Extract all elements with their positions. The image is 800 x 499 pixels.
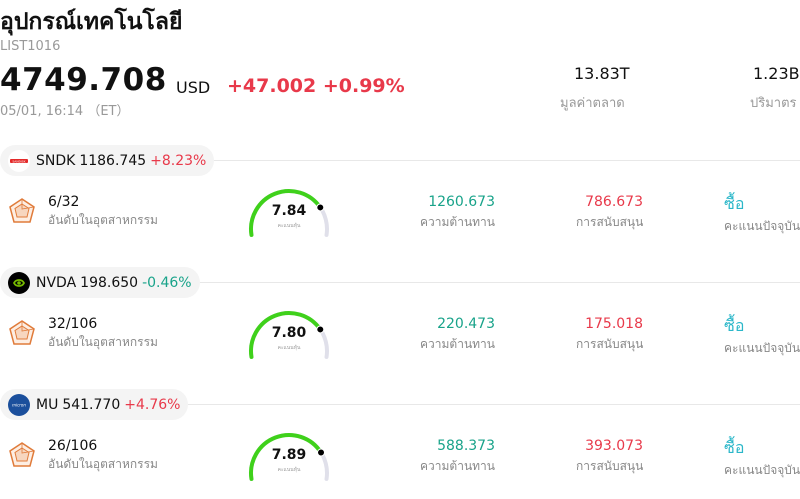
support-label: การสนับสนุน — [576, 459, 644, 473]
gauge-indicator — [316, 325, 325, 334]
market-cap-label: มูลค่าตลาด — [560, 96, 625, 111]
stock-change: +4.76% — [124, 396, 181, 413]
score-sublabel: คะแนนหุ้น — [277, 345, 301, 351]
currency-label: USD — [176, 78, 211, 97]
stock-ticker: SNDK — [36, 152, 76, 169]
nvidia-logo-icon — [8, 271, 30, 294]
svg-text:micron: micron — [12, 402, 26, 407]
score-sublabel: คะแนนหุ้น — [277, 467, 301, 473]
support-value: 393.073 — [585, 438, 643, 454]
rank-pentagon-icon — [9, 442, 35, 467]
support-label: การสนับสนุน — [576, 337, 644, 351]
resistance-value: 588.373 — [437, 438, 495, 454]
rank-label: อันดับในอุตสาหกรรม — [48, 457, 158, 471]
index-price: 4749.708 — [0, 62, 167, 98]
stock-ticker: MU — [36, 396, 59, 413]
stock-change: +8.23% — [150, 152, 207, 169]
divider — [0, 282, 800, 283]
rating-value[interactable]: ซื้อ — [724, 194, 745, 213]
rating-value[interactable]: ซื้อ — [724, 316, 745, 335]
score-gauge — [249, 188, 329, 237]
rating-value[interactable]: ซื้อ — [724, 438, 745, 457]
page-title: อุปกรณ์เทคโนโลยี — [0, 9, 183, 35]
stock-pill[interactable]: NVDA 198.650 -0.46% — [0, 267, 200, 298]
stock-change: -0.46% — [142, 274, 192, 291]
score-value: 7.89 — [271, 447, 307, 463]
stock-block[interactable]: micron MU 541.770 +4.76% 26/106 อันดับใน… — [0, 389, 800, 499]
resistance-label: ความต้านทาน — [420, 459, 495, 473]
rank-pentagon-icon — [9, 320, 35, 345]
score-sublabel: คะแนนหุ้น — [277, 223, 301, 229]
sandisk-logo-icon: SANDISK — [8, 149, 30, 172]
stock-pill[interactable]: micron MU 541.770 +4.76% — [0, 389, 189, 420]
rank-value: 6/32 — [48, 194, 80, 210]
rank-value: 32/106 — [48, 316, 98, 332]
rating-label: คะแนนปัจจุบัน — [724, 341, 800, 355]
market-cap-value: 13.83T — [574, 64, 630, 83]
gauge-fill — [249, 433, 324, 481]
divider — [0, 404, 800, 405]
gauge-fill — [249, 311, 323, 359]
score-gauge — [249, 432, 329, 481]
volume-value: 1.23B — [753, 64, 800, 83]
stock-ticker: NVDA — [36, 274, 77, 291]
score-value: 7.84 — [271, 203, 307, 219]
gauge-indicator — [316, 203, 325, 212]
stock-price: 1186.745 — [79, 152, 147, 169]
resistance-label: ความต้านทาน — [420, 337, 495, 351]
list-code: LIST1016 — [0, 39, 61, 54]
stock-block[interactable]: SANDISK SNDK 1186.745 +8.23% 6/32 อันดับ… — [0, 145, 800, 267]
gauge-indicator — [317, 448, 326, 457]
stock-block[interactable]: NVDA 198.650 -0.46% 32/106 อันดับในอุตสา… — [0, 267, 800, 389]
resistance-value: 220.473 — [437, 316, 495, 332]
score-gauge — [249, 310, 329, 359]
timestamp: 05/01, 16:14 （ET） — [0, 104, 130, 119]
price-change: +47.002 +0.99% — [227, 75, 405, 97]
stock-price: 541.770 — [62, 396, 121, 413]
resistance-label: ความต้านทาน — [420, 215, 495, 229]
volume-label: ปริมาตร — [750, 96, 797, 111]
resistance-value: 1260.673 — [428, 194, 495, 210]
stock-price: 198.650 — [80, 274, 139, 291]
gauge-fill — [249, 189, 323, 237]
rating-label: คะแนนปัจจุบัน — [724, 219, 800, 233]
micron-logo-icon: micron — [8, 393, 30, 416]
rank-label: อันดับในอุตสาหกรรม — [48, 213, 158, 227]
score-value: 7.80 — [271, 325, 307, 341]
divider — [0, 160, 800, 161]
svg-text:SANDISK: SANDISK — [12, 159, 26, 163]
support-value: 786.673 — [585, 194, 643, 210]
rank-value: 26/106 — [48, 438, 98, 454]
rating-label: คะแนนปัจจุบัน — [724, 463, 800, 477]
support-value: 175.018 — [585, 316, 643, 332]
rank-pentagon-icon — [9, 198, 35, 223]
rank-label: อันดับในอุตสาหกรรม — [48, 335, 158, 349]
stock-pill[interactable]: SANDISK SNDK 1186.745 +8.23% — [0, 145, 215, 176]
support-label: การสนับสนุน — [576, 215, 644, 229]
